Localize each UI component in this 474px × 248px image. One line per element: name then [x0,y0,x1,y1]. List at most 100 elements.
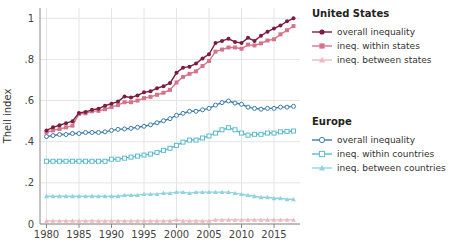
data-point [84,110,88,114]
data-point [70,219,75,223]
data-point [57,219,62,223]
data-point [194,219,199,223]
data-point [142,192,147,196]
data-point [45,135,49,139]
data-point [265,217,270,221]
y-grid-line [40,224,300,225]
data-point [246,43,250,47]
data-point [285,19,289,23]
x-tick [176,224,177,228]
data-point [266,30,270,34]
data-point [174,190,179,194]
data-point [201,136,205,140]
x-tick [209,224,210,228]
chart: 0.2.4.6.81198019851990199520002005201020… [0,0,474,248]
data-point [194,109,198,113]
data-point [187,219,192,223]
data-point [181,190,186,194]
x-tick-label: 2000 [164,229,189,240]
legend-title: Europe [312,116,352,127]
data-point [213,190,218,194]
data-point [175,143,179,147]
legend-marker [319,29,324,34]
x-tick-label: 1990 [99,229,124,240]
data-point [253,106,257,110]
data-point [240,47,244,51]
y-axis-line [40,8,41,224]
data-point [207,190,212,194]
data-point [135,193,140,197]
data-point [214,103,218,107]
data-point [188,65,192,69]
data-point [278,196,283,200]
data-point [149,95,153,99]
data-point [110,128,114,132]
data-point [292,16,296,20]
data-point [279,23,283,27]
x-grid-line [46,8,47,224]
data-point [77,111,81,115]
data-point [279,130,283,134]
data-point [96,194,101,198]
data-point [188,109,192,113]
data-point [129,95,133,99]
plot-area [44,16,296,223]
data-point [77,219,82,223]
x-grid-line [111,8,112,224]
legend-label: overall inequality [337,27,416,37]
data-point [220,190,225,194]
data-point [201,64,205,68]
data-point [58,159,62,163]
legend-label: overall inequality [337,135,416,145]
data-point [291,217,296,221]
data-point [64,125,68,129]
data-point [292,104,296,108]
data-point [142,153,146,157]
data-point [148,192,153,196]
y-tick-label: 0 [28,219,34,230]
data-point [207,52,211,56]
data-point [266,131,270,135]
data-point [233,217,238,221]
legend-marker [319,43,324,48]
data-point [155,93,159,97]
data-point [135,219,140,223]
data-point [272,37,276,41]
data-point [90,108,94,112]
data-point [259,107,263,111]
data-point [188,138,192,142]
data-point [90,130,94,134]
data-point [168,117,172,121]
grid [40,8,300,224]
data-point [149,152,153,156]
data-point [103,219,108,223]
data-point [155,192,160,196]
y-tick-label: .8 [24,54,34,65]
data-point [220,217,225,221]
data-point [227,45,231,49]
data-point [168,191,173,195]
data-point [214,131,218,135]
data-point [213,217,218,221]
data-point [162,119,166,123]
data-point [246,133,250,137]
data-point [181,219,186,223]
series [44,217,296,222]
data-point [71,159,75,163]
legend-title: United States [312,8,389,19]
data-point [71,131,75,135]
data-point [123,156,127,160]
data-point [123,100,127,104]
data-point [58,133,62,137]
data-point [142,219,147,223]
data-point [162,91,166,95]
data-point [201,56,205,60]
data-point [51,219,56,223]
x-tick-label: 2015 [261,229,286,240]
data-point [58,127,62,131]
data-point [240,102,244,106]
data-point [136,125,140,129]
series-line [47,101,294,137]
data-point [259,217,264,221]
data-point [136,99,140,103]
